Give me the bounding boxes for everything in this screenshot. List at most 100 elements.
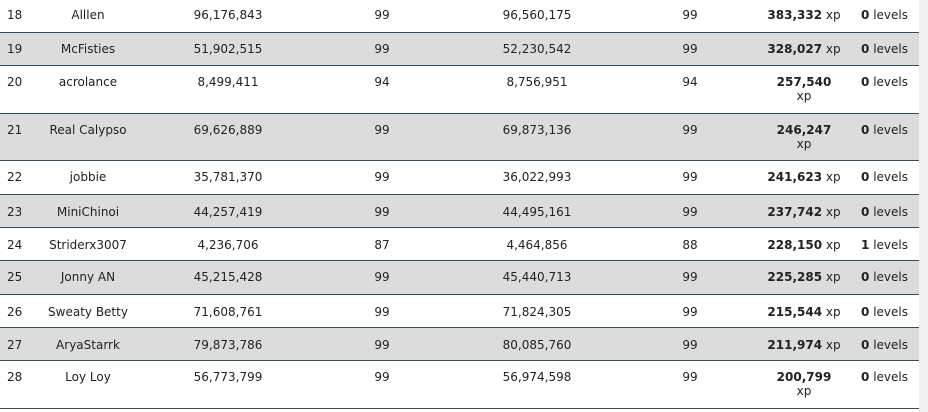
levels-gained-cell: 0 levels	[861, 75, 908, 89]
levels-gained-value: 0	[861, 338, 870, 352]
levels-gained-value: 0	[861, 205, 870, 219]
xp-unit: xp	[796, 384, 812, 398]
levels-unit: levels	[873, 75, 908, 89]
levels-gained-value: 0	[861, 8, 870, 22]
level-end-cell: 99	[682, 170, 698, 184]
value-end-cell: 36,022,993	[502, 170, 572, 184]
table-row: 27 AryaStarrk 79,873,786 99 80,085,760 99 211,…	[0, 328, 919, 361]
rank-cell: 23	[7, 205, 23, 219]
rank-cell: 18	[7, 8, 23, 22]
rank-cell: 25	[7, 270, 23, 284]
table-row: 24 Striderx3007 4,236,706 87 4,464,856 88 228,…	[0, 228, 919, 261]
levels-gained-value: 1	[861, 238, 870, 252]
table-row: 25 Jonny AN 45,215,428 99 45,440,713 99 225,28…	[0, 261, 919, 295]
value-start-cell: 51,902,515	[193, 42, 263, 56]
rank-cell: 28	[7, 370, 23, 384]
levels-unit: levels	[873, 123, 908, 137]
value-start-cell: 45,215,428	[193, 270, 263, 284]
xp-gained-cell: 246,247 xp	[774, 123, 834, 151]
level-start-cell: 99	[374, 8, 390, 22]
xp-unit: xp	[825, 42, 841, 56]
value-start-cell: 44,257,419	[193, 205, 263, 219]
levels-unit: levels	[873, 338, 908, 352]
xp-gained-value: 215,544	[767, 305, 823, 319]
value-end-cell: 52,230,542	[502, 42, 572, 56]
levels-unit: levels	[873, 370, 908, 384]
player-name: jobbie	[69, 170, 107, 184]
xp-gained-cell: 225,285 xp	[757, 270, 851, 284]
table-row: 28 Loy Loy 56,773,799 99 56,974,598 99 200,799…	[0, 361, 919, 409]
scrollbar[interactable]	[919, 0, 928, 412]
table-row: 22 jobbie 35,781,370 99 36,022,993 99 241,623 …	[0, 161, 919, 195]
xp-unit: xp	[825, 305, 841, 319]
rank-cell: 24	[7, 238, 23, 252]
levels-unit: levels	[873, 170, 908, 184]
levels-gained-value: 0	[861, 270, 870, 284]
level-end-cell: 99	[682, 305, 698, 319]
value-end-cell: 96,560,175	[502, 8, 572, 22]
rank-cell: 20	[7, 75, 23, 89]
value-start-cell: 35,781,370	[193, 170, 263, 184]
xp-gained-cell: 383,332 xp	[757, 8, 851, 22]
xp-gained-cell: 215,544 xp	[757, 305, 851, 319]
player-name: Jonny AN	[60, 270, 116, 284]
level-start-cell: 99	[374, 305, 390, 319]
level-start-cell: 87	[374, 238, 390, 252]
xp-unit: xp	[825, 338, 841, 352]
player-name: Alllen	[71, 8, 105, 22]
value-start-cell: 79,873,786	[193, 338, 263, 352]
value-end-cell: 71,824,305	[502, 305, 572, 319]
levels-gained-cell: 0 levels	[861, 42, 908, 56]
levels-gained-cell: 1 levels	[861, 238, 908, 252]
xp-gained-cell: 200,799 xp	[774, 370, 834, 398]
xp-gained-cell: 241,623 xp	[757, 170, 851, 184]
levels-gained-cell: 0 levels	[861, 270, 908, 284]
levels-gained-cell: 0 levels	[861, 123, 908, 137]
xp-gained-value: 211,974	[767, 338, 823, 352]
xp-gained-cell: 211,974 xp	[757, 338, 851, 352]
player-name: Striderx3007	[49, 238, 127, 252]
level-end-cell: 99	[682, 123, 698, 137]
xp-gained-value: 246,247	[776, 123, 832, 137]
rank-cell: 19	[7, 42, 23, 56]
table-row: 23 MiniChinoi 44,257,419 99 44,495,161 99 237,…	[0, 195, 919, 228]
player-name: Sweaty Betty	[48, 305, 128, 319]
xp-gained-value: 225,285	[767, 270, 823, 284]
table-row: 21 Real Calypso 69,626,889 99 69,873,136 99 24…	[0, 114, 919, 161]
xp-unit: xp	[825, 270, 841, 284]
value-end-cell: 8,756,951	[506, 75, 568, 89]
xp-gained-cell: 328,027 xp	[757, 42, 851, 56]
rank-cell: 27	[7, 338, 23, 352]
rank-cell: 26	[7, 305, 23, 319]
xp-gained-value: 328,027	[767, 42, 823, 56]
xp-unit: xp	[825, 170, 841, 184]
levels-gained-cell: 0 levels	[861, 305, 908, 319]
level-start-cell: 99	[374, 42, 390, 56]
xp-unit: xp	[796, 89, 812, 103]
levels-unit: levels	[873, 238, 908, 252]
xp-gained-value: 200,799	[776, 370, 832, 384]
levels-unit: levels	[873, 270, 908, 284]
levels-gained-value: 0	[861, 370, 870, 384]
level-start-cell: 99	[374, 370, 390, 384]
levels-gained-value: 0	[861, 75, 870, 89]
level-end-cell: 99	[682, 338, 698, 352]
levels-gained-value: 0	[861, 305, 870, 319]
player-name: AryaStarrk	[56, 338, 120, 352]
xp-unit: xp	[825, 238, 841, 252]
level-end-cell: 99	[682, 270, 698, 284]
value-end-cell: 56,974,598	[502, 370, 572, 384]
level-start-cell: 99	[374, 123, 390, 137]
level-end-cell: 99	[682, 370, 698, 384]
level-end-cell: 99	[682, 205, 698, 219]
level-end-cell: 99	[682, 42, 698, 56]
rank-cell: 22	[7, 170, 23, 184]
levels-gained-value: 0	[861, 123, 870, 137]
player-name: Loy Loy	[65, 370, 111, 384]
xp-gained-value: 237,742	[767, 205, 823, 219]
levels-gained-cell: 0 levels	[861, 170, 908, 184]
levels-gained-value: 0	[861, 170, 870, 184]
xp-gained-value: 257,540	[776, 75, 832, 89]
